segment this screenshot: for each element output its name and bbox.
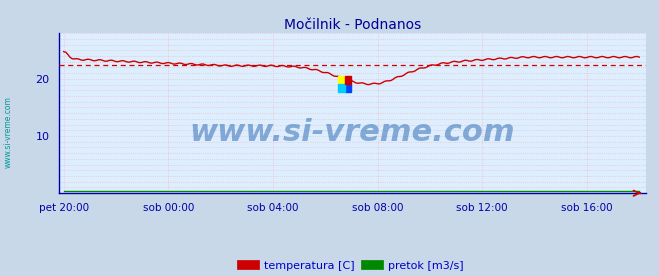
Text: www.si-vreme.com: www.si-vreme.com <box>190 118 515 147</box>
Bar <box>345 76 351 84</box>
Bar <box>339 76 345 84</box>
Bar <box>339 84 345 92</box>
Legend: temperatura [C], pretok [m3/s]: temperatura [C], pretok [m3/s] <box>237 257 468 276</box>
Bar <box>345 84 351 92</box>
Title: Močilnik - Podnanos: Močilnik - Podnanos <box>284 18 421 32</box>
Text: www.si-vreme.com: www.si-vreme.com <box>4 97 13 168</box>
